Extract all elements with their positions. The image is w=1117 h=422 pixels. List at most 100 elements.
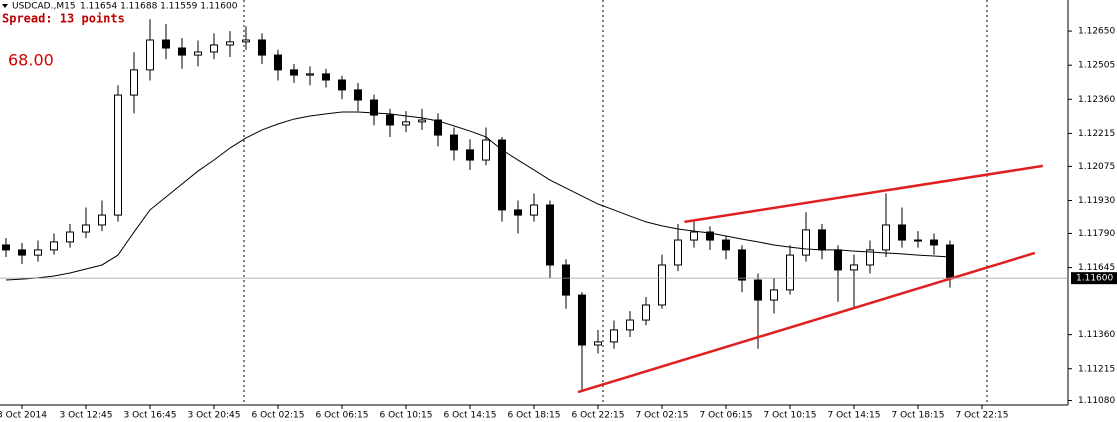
x-tick-label: 7 Oct 22:15 <box>956 411 1009 421</box>
candle-body <box>882 224 890 251</box>
candle-body <box>306 73 314 76</box>
current-price-label: 1.11600 <box>1076 274 1113 284</box>
candle-body <box>146 39 154 71</box>
indicator-value: 68.00 <box>8 51 54 70</box>
candle-body <box>562 264 570 296</box>
moving-average <box>5 111 951 281</box>
candle-body <box>386 114 394 126</box>
candle-body <box>466 149 474 161</box>
candle-body <box>530 204 538 216</box>
candle-body <box>66 231 74 243</box>
candle-body <box>786 254 794 291</box>
y-tick-label: 1.11790 <box>1078 229 1115 239</box>
candle-body <box>898 224 906 241</box>
candle-body <box>370 99 378 116</box>
y-tick-label: 1.11215 <box>1078 364 1115 374</box>
y-tick-label: 1.12650 <box>1078 27 1115 37</box>
candle-body <box>738 249 746 281</box>
candle-body <box>578 294 586 346</box>
candle-body <box>322 73 330 81</box>
y-tick-label: 1.12360 <box>1078 95 1115 105</box>
current-price-box <box>1071 272 1117 285</box>
candle-body <box>290 69 298 76</box>
candle-body <box>338 79 346 91</box>
y-tick-label: 1.11930 <box>1078 196 1115 206</box>
x-tick-label: 7 Oct 10:15 <box>764 411 817 421</box>
y-tick-label: 1.11645 <box>1078 263 1115 273</box>
candle-body <box>98 214 106 226</box>
candle-body <box>82 224 90 233</box>
candle-body <box>818 229 826 251</box>
candle-body <box>210 44 218 53</box>
x-tick-label: 7 Oct 06:15 <box>700 411 753 421</box>
x-tick-label: 6 Oct 14:15 <box>444 411 497 421</box>
candle-body <box>242 39 250 43</box>
x-tick-label: 6 Oct 06:15 <box>316 411 369 421</box>
spread: Spread: 13 points <box>2 12 125 26</box>
candle-body <box>834 249 842 271</box>
candle-body <box>802 229 810 256</box>
candle-body <box>754 279 762 301</box>
x-tick-label: 6 Oct 18:15 <box>508 411 561 421</box>
candle-body <box>642 304 650 321</box>
symbol: USDCAD.,M15 <box>12 2 76 12</box>
y-tick-label: 1.11080 <box>1078 396 1115 406</box>
candle-body <box>114 94 122 216</box>
x-tick-label: 3 Oct 16:45 <box>124 411 177 421</box>
candle-body <box>434 119 442 136</box>
candle-body <box>594 341 602 346</box>
trendline <box>684 164 1043 224</box>
candle-body <box>706 231 714 241</box>
candle-body <box>194 51 202 56</box>
trendline <box>577 251 1036 394</box>
plot-area <box>2 19 1043 394</box>
y-tick-label: 1.12075 <box>1078 162 1115 172</box>
candle-body <box>866 249 874 266</box>
candle-body <box>722 239 730 251</box>
candle-body <box>450 134 458 151</box>
x-tick-label: 6 Oct 10:15 <box>380 411 433 421</box>
y-tick-label: 1.12215 <box>1078 129 1115 139</box>
candle-body <box>770 289 778 301</box>
candle-body <box>946 244 954 279</box>
candle-body <box>2 244 10 251</box>
candle-body <box>546 204 554 266</box>
candle-body <box>178 47 186 56</box>
candle-body <box>674 239 682 266</box>
x-tick-label: 7 Oct 18:15 <box>892 411 945 421</box>
menu-arrow[interactable] <box>2 4 8 8</box>
candle-body <box>18 249 26 256</box>
candle-body <box>498 139 506 211</box>
x-tick-label: 7 Oct 14:15 <box>828 411 881 421</box>
candle-body <box>162 39 170 49</box>
x-tick-label: 6 Oct 02:15 <box>252 411 305 421</box>
candle-body <box>514 209 522 216</box>
candle-body <box>850 264 858 271</box>
candle-body <box>418 119 426 123</box>
candle-body <box>658 264 666 306</box>
x-tick-label: 7 Oct 02:15 <box>636 411 689 421</box>
x-tick-label: 3 Oct 12:45 <box>60 411 113 421</box>
candle-body <box>930 239 938 246</box>
candle-body <box>610 329 618 343</box>
candle-body <box>130 69 138 96</box>
candle-body <box>402 121 410 126</box>
candle-body <box>226 41 234 46</box>
x-tick-label: 6 Oct 22:15 <box>572 411 625 421</box>
x-tick-label: 3 Oct 2014 <box>0 411 47 421</box>
quote: 1.11654 1.11688 1.11559 1.11600 <box>80 2 238 12</box>
x-tick-label: 3 Oct 20:45 <box>188 411 241 421</box>
candle-body <box>50 241 58 251</box>
candle-body <box>34 249 42 256</box>
candle-body <box>258 39 266 56</box>
candle-body <box>914 239 922 242</box>
candle-body <box>274 54 282 71</box>
candle-body <box>482 139 490 161</box>
candle-body <box>354 89 362 101</box>
candle-body <box>690 231 698 241</box>
candle-body <box>626 319 634 331</box>
y-tick-label: 1.12505 <box>1078 61 1115 71</box>
y-tick-label: 1.11360 <box>1078 330 1115 340</box>
